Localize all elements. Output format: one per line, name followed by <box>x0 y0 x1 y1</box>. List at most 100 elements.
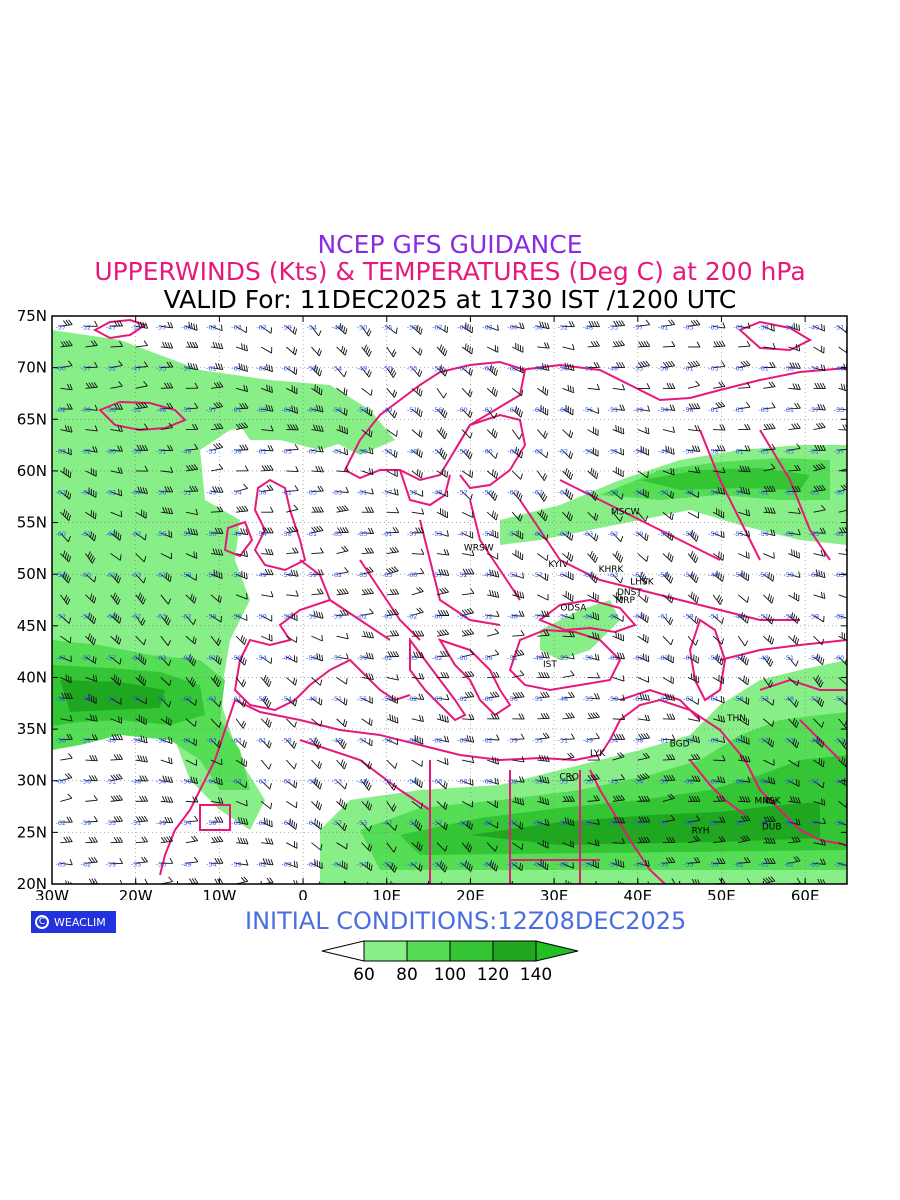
svg-text:-61: -61 <box>583 612 594 620</box>
svg-text:-59: -59 <box>758 530 769 538</box>
svg-text:-56: -56 <box>131 447 142 455</box>
lat-tick-label: 20N <box>17 875 47 893</box>
svg-text:-59: -59 <box>633 530 644 538</box>
svg-text:-53: -53 <box>382 447 393 455</box>
svg-text:-61: -61 <box>281 365 292 373</box>
svg-text:-56: -56 <box>809 654 820 662</box>
svg-text:-57: -57 <box>407 530 418 538</box>
svg-text:-62: -62 <box>482 819 493 827</box>
svg-text:-63: -63 <box>482 778 493 786</box>
svg-text:-53: -53 <box>532 612 543 620</box>
svg-text:-51: -51 <box>407 406 418 414</box>
svg-text:-62: -62 <box>733 860 744 868</box>
lon-tick-label: 10W <box>202 887 236 900</box>
station-label: THN <box>726 714 746 724</box>
svg-text:-60: -60 <box>106 612 117 620</box>
svg-text:-50: -50 <box>683 530 694 538</box>
svg-text:-58: -58 <box>658 365 669 373</box>
svg-text:-61: -61 <box>758 778 769 786</box>
svg-text:-57: -57 <box>557 612 568 620</box>
lat-tick-label: 25N <box>17 823 47 841</box>
svg-text:-61: -61 <box>306 530 317 538</box>
svg-text:-59: -59 <box>583 860 594 868</box>
svg-text:-51: -51 <box>131 819 142 827</box>
svg-text:-53: -53 <box>131 736 142 744</box>
svg-text:-50: -50 <box>583 778 594 786</box>
svg-text:-55: -55 <box>557 778 568 786</box>
svg-text:-50: -50 <box>357 323 368 331</box>
svg-text:-62: -62 <box>432 323 443 331</box>
svg-text:-61: -61 <box>181 736 192 744</box>
svg-text:-52: -52 <box>482 530 493 538</box>
svg-text:-51: -51 <box>80 736 91 744</box>
svg-text:-59: -59 <box>407 323 418 331</box>
svg-text:-54: -54 <box>281 571 292 579</box>
svg-text:-57: -57 <box>809 406 820 414</box>
svg-text:-49: -49 <box>382 406 393 414</box>
svg-text:-54: -54 <box>231 489 242 497</box>
svg-text:-61: -61 <box>658 323 669 331</box>
svg-text:-53: -53 <box>206 447 217 455</box>
svg-text:-61: -61 <box>281 489 292 497</box>
svg-text:-56: -56 <box>407 778 418 786</box>
svg-text:-49: -49 <box>733 612 744 620</box>
svg-text:-54: -54 <box>256 654 267 662</box>
svg-text:-55: -55 <box>733 530 744 538</box>
svg-text:-61: -61 <box>231 695 242 703</box>
svg-text:-53: -53 <box>557 654 568 662</box>
svg-text:-63: -63 <box>382 612 393 620</box>
svg-text:-59: -59 <box>809 612 820 620</box>
svg-text:-49: -49 <box>156 819 167 827</box>
svg-text:-60: -60 <box>181 323 192 331</box>
svg-text:-61: -61 <box>306 819 317 827</box>
svg-text:-48: -48 <box>407 447 418 455</box>
svg-text:-54: -54 <box>357 406 368 414</box>
svg-text:-56: -56 <box>507 695 518 703</box>
svg-text:-56: -56 <box>557 365 568 373</box>
lat-lon-grid <box>52 316 847 884</box>
svg-text:-63: -63 <box>457 736 468 744</box>
lon-tick-label: 20W <box>119 887 153 900</box>
svg-text:-53: -53 <box>758 695 769 703</box>
svg-text:-48: -48 <box>106 736 117 744</box>
svg-text:-59: -59 <box>507 736 518 744</box>
svg-text:-58: -58 <box>256 695 267 703</box>
svg-text:-59: -59 <box>783 571 794 579</box>
svg-text:-49: -49 <box>809 323 820 331</box>
svg-text:-63: -63 <box>683 695 694 703</box>
svg-text:-55: -55 <box>758 571 769 579</box>
svg-text:-61: -61 <box>733 447 744 455</box>
svg-text:-57: -57 <box>106 654 117 662</box>
station-label: BGD <box>670 740 690 750</box>
svg-text:-56: -56 <box>106 406 117 414</box>
lon-tick-label: 30E <box>540 887 569 900</box>
svg-text:-57: -57 <box>758 736 769 744</box>
svg-text:-62: -62 <box>783 530 794 538</box>
svg-text:-57: -57 <box>156 323 167 331</box>
svg-text:-57: -57 <box>457 860 468 868</box>
svg-text:-53: -53 <box>834 406 845 414</box>
svg-text:-62: -62 <box>55 406 66 414</box>
svg-text:-63: -63 <box>357 571 368 579</box>
svg-text:-63: -63 <box>507 406 518 414</box>
svg-text:-58: -58 <box>281 736 292 744</box>
svg-text:-58: -58 <box>683 612 694 620</box>
svg-text:-63: -63 <box>608 571 619 579</box>
svg-text:-63: -63 <box>583 530 594 538</box>
svg-text:-63: -63 <box>231 778 242 786</box>
svg-text:-53: -53 <box>357 819 368 827</box>
svg-text:-63: -63 <box>306 860 317 868</box>
station-label: WRSW <box>464 543 494 553</box>
svg-text:-50: -50 <box>633 447 644 455</box>
svg-text:-52: -52 <box>457 489 468 497</box>
svg-text:-50: -50 <box>733 571 744 579</box>
svg-text:-63: -63 <box>758 406 769 414</box>
svg-text:-53: -53 <box>432 530 443 538</box>
svg-text:-53: -53 <box>583 695 594 703</box>
svg-text:-63: -63 <box>256 365 267 373</box>
svg-text:-58: -58 <box>181 778 192 786</box>
svg-text:-62: -62 <box>758 489 769 497</box>
svg-text:-63: -63 <box>306 489 317 497</box>
svg-text:-62: -62 <box>557 530 568 538</box>
svg-text:-56: -56 <box>482 654 493 662</box>
